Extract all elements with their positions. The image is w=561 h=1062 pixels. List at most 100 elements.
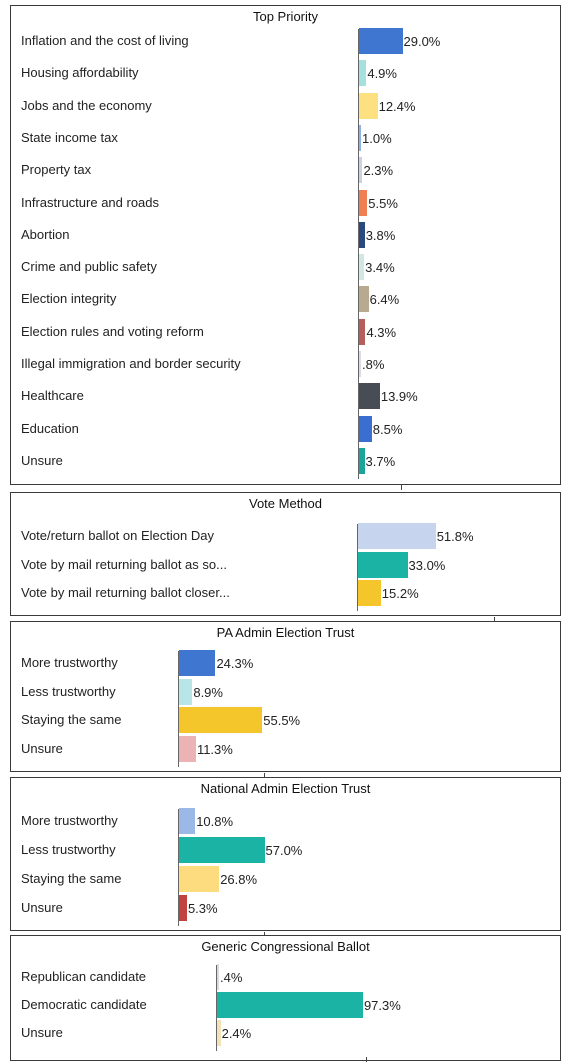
- data-label: 5.5%: [368, 195, 398, 211]
- category-label: Election integrity: [21, 291, 117, 307]
- bar: [358, 580, 381, 606]
- category-label: Election rules and voting reform: [21, 323, 204, 339]
- bar: [179, 707, 263, 733]
- data-label: 1.0%: [362, 130, 392, 146]
- data-label: 5.3%: [187, 901, 218, 916]
- chart-title: PA Admin Election Trust: [216, 625, 355, 640]
- chart-title: Vote Method: [249, 496, 322, 511]
- chart-panel: PA Admin Election Trust More trustworthy 2…: [10, 621, 561, 778]
- category-label: Vote/return ballot on Election Day: [21, 528, 214, 543]
- category-label: Property tax: [21, 162, 92, 178]
- bar: [359, 157, 363, 184]
- data-label: 6.4%: [369, 292, 400, 308]
- chart-panel: National Admin Election Trust More trustw…: [10, 777, 561, 937]
- data-label: 57.0%: [265, 843, 303, 858]
- bar: [179, 735, 196, 762]
- category-label: More trustworthy: [21, 655, 118, 670]
- category-label: More trustworthy: [21, 813, 118, 828]
- bar: [359, 60, 367, 87]
- chart-title: National Admin Election Trust: [200, 781, 371, 796]
- data-label: 51.8%: [436, 529, 474, 544]
- bar: [359, 415, 372, 442]
- data-label: 4.9%: [367, 66, 397, 82]
- data-label: 26.8%: [220, 872, 258, 887]
- category-label: Vote by mail returning ballot as so...: [21, 556, 227, 572]
- data-label: 10.8%: [196, 814, 234, 829]
- category-label: Education: [21, 420, 79, 436]
- category-label: Republican candidate: [21, 969, 147, 984]
- bar: [359, 28, 403, 54]
- data-label: 3.8%: [365, 227, 396, 243]
- bar: [359, 254, 365, 281]
- category-label: Less trustworthy: [21, 842, 116, 857]
- bar: [359, 189, 368, 216]
- category-label: Crime and public safety: [21, 259, 157, 275]
- category-label: Unsure: [21, 900, 63, 915]
- data-label: 13.9%: [380, 389, 418, 405]
- bar: [359, 318, 366, 345]
- data-label: 2.3%: [363, 163, 394, 179]
- bar: [179, 895, 187, 921]
- axis-tick: [264, 772, 265, 778]
- data-label: 3.7%: [365, 453, 396, 469]
- value-axis-line: [358, 29, 359, 479]
- category-label: Healthcare: [21, 388, 84, 404]
- data-label: 11.3%: [196, 741, 233, 757]
- chart-title: Generic Congressional Ballot: [201, 939, 370, 954]
- data-label: 12.4%: [378, 98, 416, 114]
- data-label: 4.3%: [366, 324, 397, 340]
- bar: [359, 124, 361, 151]
- category-label: State income tax: [21, 129, 118, 145]
- category-label: Unsure: [21, 452, 63, 468]
- category-label: Vote by mail returning ballot closer...: [21, 585, 230, 600]
- data-label: 8.5%: [372, 421, 403, 437]
- bar: [359, 351, 361, 377]
- axis-tick: [494, 617, 495, 622]
- category-label: Infrastructure and roads: [21, 194, 160, 210]
- chart-panel: Vote Method Vote/return ballot on Electio…: [10, 492, 561, 622]
- category-label: Inflation and the cost of living: [21, 33, 189, 48]
- bar: [359, 221, 365, 248]
- bar: [359, 447, 365, 474]
- data-label: 2.4%: [221, 1026, 252, 1041]
- axis-tick: [401, 484, 402, 490]
- data-label: .8%: [362, 357, 385, 372]
- bar: [179, 837, 265, 863]
- value-axis-line: [216, 965, 217, 1051]
- category-label: Less trustworthy: [21, 683, 116, 699]
- category-label: Staying the same: [21, 712, 122, 727]
- value-axis-line: [178, 809, 179, 926]
- category-label: Unsure: [21, 1025, 63, 1040]
- category-label: Unsure: [21, 740, 63, 756]
- bar: [217, 1020, 221, 1046]
- bar: [179, 650, 216, 676]
- bar: [217, 992, 363, 1018]
- chart-title: Top Priority: [252, 9, 319, 24]
- category-label: Illegal immigration and border security: [21, 356, 241, 371]
- bar: [359, 383, 380, 410]
- chart-panel: Top Priority Inflation and the cost of li…: [10, 5, 561, 490]
- value-axis-line: [357, 524, 358, 611]
- bar: [179, 678, 193, 705]
- data-label: 3.4%: [365, 260, 395, 276]
- data-label: 8.9%: [193, 684, 223, 700]
- bar: [179, 866, 220, 892]
- category-label: Staying the same: [21, 871, 122, 886]
- bar: [217, 964, 219, 990]
- data-label: 24.3%: [216, 656, 254, 671]
- bar: [358, 523, 436, 549]
- value-axis-line: [178, 651, 179, 767]
- category-label: Housing affordability: [21, 65, 139, 81]
- category-label: Abortion: [21, 226, 70, 242]
- data-label: 55.5%: [263, 713, 301, 728]
- bar: [359, 286, 369, 313]
- bar: [179, 808, 196, 834]
- bar: [358, 551, 408, 578]
- data-label: 15.2%: [381, 586, 419, 601]
- category-label: Jobs and the economy: [21, 97, 152, 113]
- chart-panel: Generic Congressional Ballot Republican c…: [10, 935, 561, 1062]
- axis-tick: [264, 932, 265, 937]
- axis-tick: [366, 1057, 367, 1062]
- data-label: 29.0%: [403, 34, 441, 49]
